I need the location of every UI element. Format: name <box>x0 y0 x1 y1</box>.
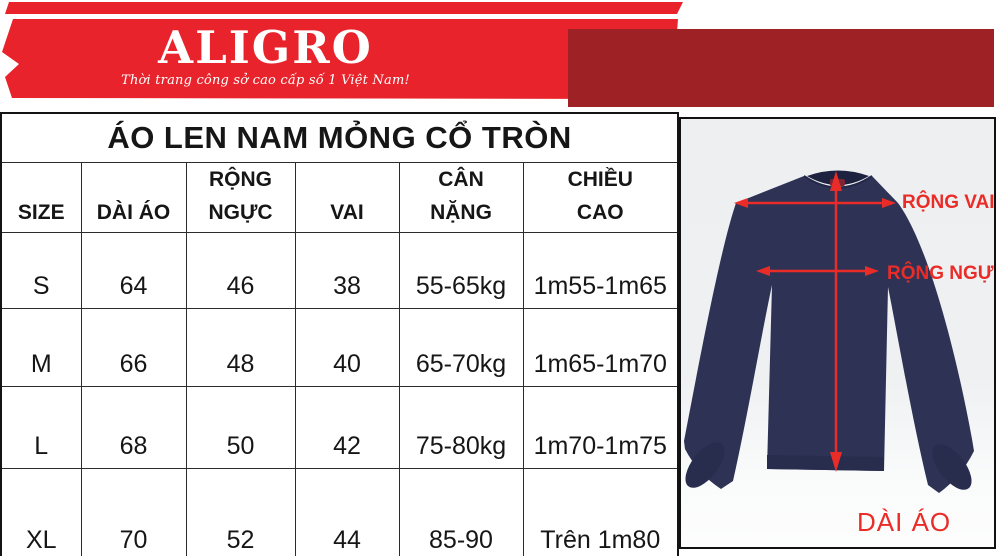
shoulder-width-label: RỘNG VAI <box>902 191 994 213</box>
brand-logo: ALIGRO <box>158 21 373 74</box>
table-row-xl: XL 70 52 44 85-90 Trên 1m80 <box>0 467 679 556</box>
table-cell: 65-70kg <box>398 307 524 387</box>
table-cell: 42 <box>294 385 400 469</box>
banner-ribbon <box>2 19 678 99</box>
table-cell: 64 <box>80 231 187 309</box>
table-cell: 1m65-1m70 <box>522 307 679 387</box>
brand-block: ALIGRO Thời trang công sở cao cấp số 1 V… <box>78 21 453 89</box>
table-cell: M <box>0 307 82 387</box>
table-cell: S <box>0 231 82 309</box>
table-cell: 44 <box>294 467 400 556</box>
col-header-label: RỘNG NGỰC <box>208 168 273 224</box>
table-cell: XL <box>0 467 82 556</box>
table-row-l: L 68 50 42 75-80kg 1m70-1m75 <box>0 385 679 469</box>
col-header-size: SIZE <box>0 161 82 233</box>
table-cell: L <box>0 385 82 469</box>
table-cell: 50 <box>185 385 296 469</box>
brand-tagline: Thời trang công sở cao cấp số 1 Việt Nam… <box>121 73 410 89</box>
chest-width-label: RỘNG NGỰC <box>887 262 994 284</box>
product-measurement-panel: RỘNG VAI RỘNG NGỰC DÀI ÁO <box>679 117 996 549</box>
arrowhead-right-icon <box>882 198 896 208</box>
table-cell: 55-65kg <box>398 231 524 309</box>
table-cell: 38 <box>294 231 400 309</box>
arrowhead-right-icon <box>865 266 879 276</box>
col-header-label: CÂN NẶNG <box>430 168 492 224</box>
length-label: DÀI ÁO <box>857 507 951 537</box>
table-cell: 1m70-1m75 <box>522 385 679 469</box>
table-header-row: SIZE DÀI ÁO RỘNG NGỰC VAI CÂN NẶNG CHIỀU… <box>0 161 679 233</box>
col-header-rong-nguc: RỘNG NGỰC <box>185 161 296 233</box>
banner-top-stripe <box>5 2 683 14</box>
table-title-row: ÁO LEN NAM MỎNG CỔ TRÒN <box>0 112 679 163</box>
table-cell: 48 <box>185 307 296 387</box>
table-cell: 70 <box>80 467 187 556</box>
table-cell: 52 <box>185 467 296 556</box>
arrowhead-left-icon <box>734 198 748 208</box>
size-chart-section: ÁO LEN NAM MỎNG CỔ TRÒN SIZE DÀI ÁO RỘNG… <box>0 112 680 556</box>
hem-band <box>767 455 884 471</box>
size-chart-table: ÁO LEN NAM MỎNG CỔ TRÒN SIZE DÀI ÁO RỘNG… <box>0 112 680 556</box>
sweater-illustration <box>684 170 974 493</box>
table-title: ÁO LEN NAM MỎNG CỔ TRÒN <box>0 112 679 163</box>
table-cell: 40 <box>294 307 400 387</box>
table-cell: 68 <box>80 385 187 469</box>
measurement-lines <box>746 187 884 457</box>
banner-dark-block <box>568 29 994 107</box>
left-cuff <box>685 442 725 488</box>
sweater-diagram: RỘNG VAI RỘNG NGỰC DÀI ÁO <box>684 170 994 537</box>
table-cell: 66 <box>80 307 187 387</box>
arrowhead-up-icon <box>830 171 842 191</box>
col-header-vai: VAI <box>294 161 400 233</box>
table-cell: Trên 1m80 <box>522 467 679 556</box>
col-header-label: CHIỀU CAO <box>567 168 633 224</box>
col-header-dai-ao: DÀI ÁO <box>80 161 187 233</box>
table-row-m: M 66 48 40 65-70kg 1m65-1m70 <box>0 307 679 387</box>
col-header-label: VAI <box>330 200 364 224</box>
col-header-chieu-cao: CHIỀU CAO <box>522 161 679 233</box>
right-cuff <box>932 444 972 490</box>
arrowhead-down-icon <box>830 452 842 472</box>
table-cell: 75-80kg <box>398 385 524 469</box>
table-cell: 85-90 <box>398 467 524 556</box>
table-row-s: S 64 46 38 55-65kg 1m55-1m65 <box>0 231 679 309</box>
col-header-label: DÀI ÁO <box>96 200 171 224</box>
arrowheads <box>734 171 896 472</box>
col-header-can-nang: CÂN NẶNG <box>398 161 524 233</box>
col-header-label: SIZE <box>17 200 65 224</box>
arrowhead-left-icon <box>756 266 770 276</box>
table-cell: 46 <box>185 231 296 309</box>
table-cell: 1m55-1m65 <box>522 231 679 309</box>
